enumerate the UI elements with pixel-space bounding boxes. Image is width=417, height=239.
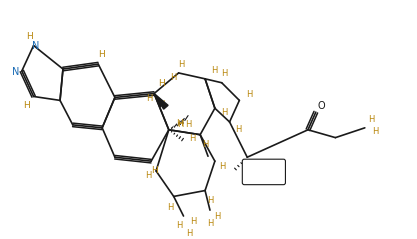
Text: N: N xyxy=(12,67,20,77)
Text: H: H xyxy=(207,219,213,228)
Text: H: H xyxy=(23,101,30,110)
Text: H: H xyxy=(168,203,174,212)
Text: H: H xyxy=(221,70,228,78)
Text: H: H xyxy=(369,115,375,125)
Text: Abs: Abs xyxy=(256,164,272,174)
Text: H: H xyxy=(219,162,226,171)
Text: O: O xyxy=(318,101,326,111)
Text: H: H xyxy=(211,66,217,76)
Text: H: H xyxy=(246,90,252,99)
Text: H: H xyxy=(176,221,183,230)
Text: H: H xyxy=(186,229,193,238)
Text: H: H xyxy=(202,140,208,149)
Polygon shape xyxy=(154,93,168,109)
Polygon shape xyxy=(154,93,164,107)
Text: H: H xyxy=(176,120,183,128)
Text: H: H xyxy=(98,50,105,59)
Text: H: H xyxy=(189,134,196,143)
FancyBboxPatch shape xyxy=(242,159,285,185)
Text: H: H xyxy=(235,125,241,134)
Text: H: H xyxy=(372,127,379,136)
Text: H: H xyxy=(185,120,191,129)
Text: H: H xyxy=(221,108,228,117)
Text: N: N xyxy=(32,40,39,50)
Text: H: H xyxy=(190,217,196,226)
Text: H: H xyxy=(215,212,221,221)
Text: H: H xyxy=(178,60,185,69)
Text: H: H xyxy=(207,196,213,205)
Text: H: H xyxy=(158,79,165,88)
Text: H: H xyxy=(158,100,164,109)
Text: H: H xyxy=(171,73,177,82)
Text: H: H xyxy=(145,171,151,180)
Text: H: H xyxy=(146,94,152,103)
Text: H: H xyxy=(151,166,158,175)
Text: H: H xyxy=(26,32,33,41)
Text: H: H xyxy=(177,120,184,129)
